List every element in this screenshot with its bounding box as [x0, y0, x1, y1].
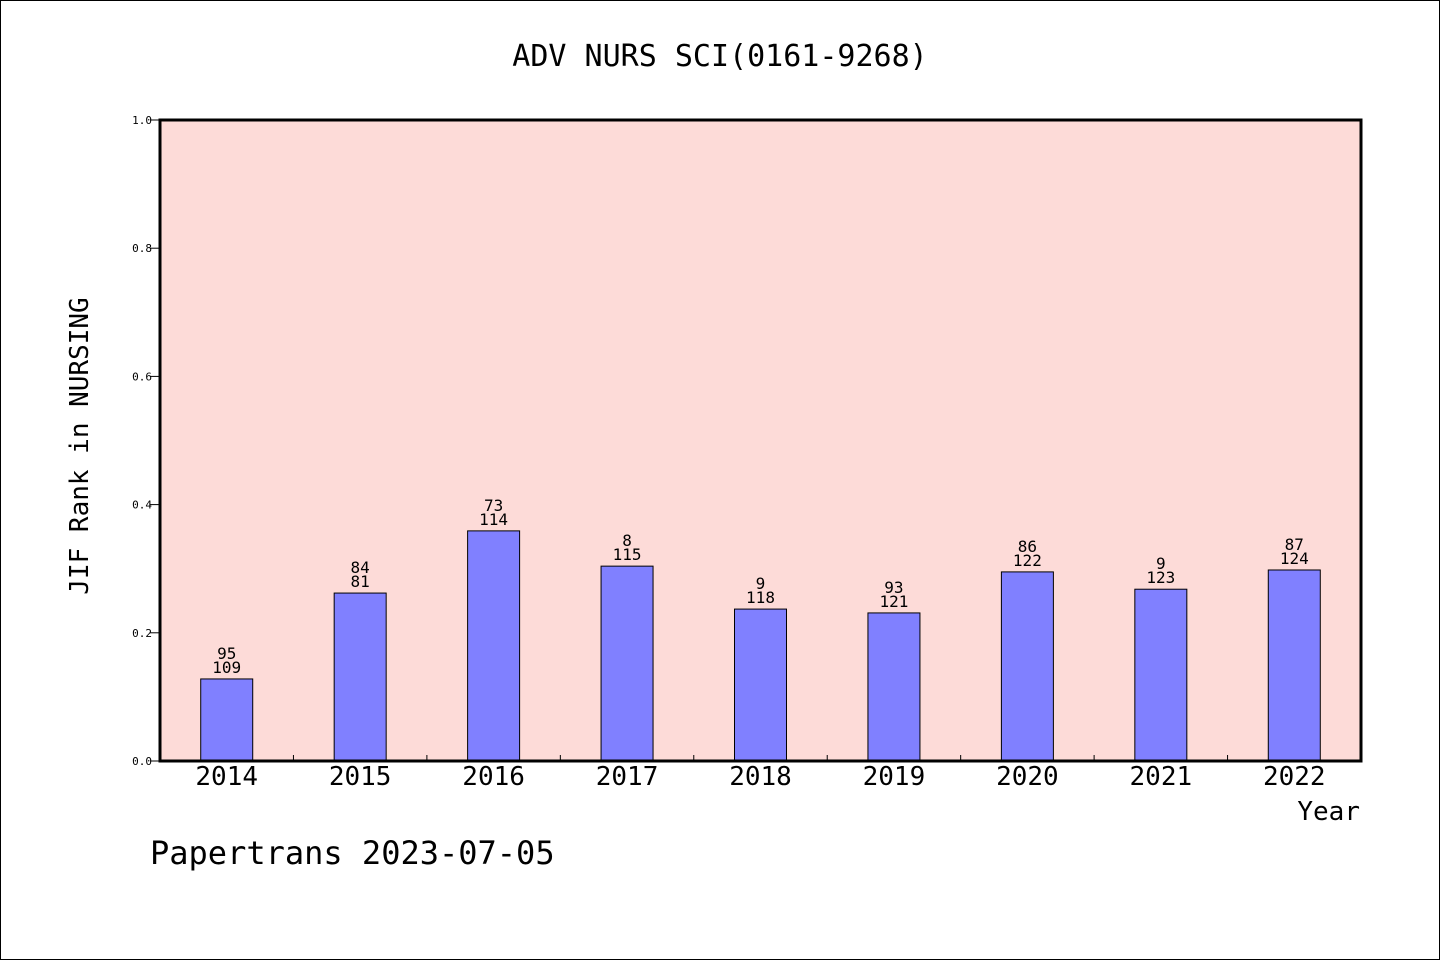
bar-2018	[734, 608, 787, 762]
y-tick-label: 0.2	[132, 627, 152, 640]
footer-text: Papertrans 2023-07-05	[150, 834, 555, 872]
bar-2021	[1134, 588, 1188, 762]
x-tick-label-2015: 2015	[329, 762, 392, 792]
x-tick-label-2020: 2020	[996, 762, 1059, 792]
bar-label-bottom-2017: 115	[613, 545, 642, 564]
bar-label-bottom-2021: 123	[1146, 568, 1175, 587]
bars-group	[200, 530, 1321, 762]
y-tick-label: 0.8	[132, 242, 152, 255]
bar-label-top-2022: 87	[1285, 535, 1304, 554]
bar-2017	[600, 565, 654, 762]
bar-label-bottom-2014: 109	[212, 658, 241, 677]
y-tick-label: 0.4	[132, 499, 152, 512]
bar-label-top-2018: 9	[756, 574, 766, 593]
x-tick-label-2021: 2021	[1130, 762, 1193, 792]
bar-label-bottom-2016: 114	[479, 510, 508, 529]
bar-label-top-2020: 86	[1018, 537, 1037, 556]
x-tick-label-2014: 2014	[195, 762, 258, 792]
x-tick-label-2016: 2016	[462, 762, 525, 792]
y-axis-ticks: 0.0 0.2 0.4 0.6 0.8 1.0	[132, 114, 160, 768]
bar-2022	[1267, 569, 1321, 762]
bar-2020	[1000, 571, 1054, 762]
bar-label-bottom-2020: 122	[1013, 551, 1042, 570]
plot-border	[158, 118, 1363, 763]
bar-label-bottom-2015: 81	[351, 572, 370, 591]
x-tick-label-2019: 2019	[863, 762, 926, 792]
bar-label-bottom-2018: 118	[746, 588, 775, 607]
bar-2019	[867, 612, 921, 762]
bar-label-top-2019: 93	[884, 578, 903, 597]
y-tick-label: 0.6	[132, 370, 152, 383]
y-axis-label: JIF Rank in NURSING	[65, 297, 95, 594]
chart-title: ADV NURS SCI(0161-9268)	[512, 39, 927, 74]
bar-label-top-2017: 8	[622, 531, 632, 550]
x-tick-label-2022: 2022	[1263, 762, 1326, 792]
bar-2015	[333, 592, 387, 762]
bar-label-top-2014: 95	[217, 644, 236, 663]
x-axis-ticks: 2014 2015 2016 2017 2018 2019 2020 2021 2022	[195, 755, 1326, 792]
x-axis-label: Year	[1297, 797, 1360, 827]
bar-label-top-2015: 84	[351, 558, 370, 577]
x-tick-label-2017: 2017	[596, 762, 659, 792]
y-tick-label: 1.0	[132, 114, 152, 127]
y-tick-label: 0.0	[132, 755, 152, 768]
x-tick-label-2018: 2018	[729, 762, 792, 792]
bar-label-top-2021: 9	[1156, 554, 1166, 573]
bar-label-bottom-2019: 121	[879, 592, 908, 611]
bar-2016	[467, 530, 521, 762]
bar-label-top-2016: 73	[484, 496, 503, 515]
bar-label-bottom-2022: 124	[1280, 549, 1309, 568]
bar-2014	[200, 678, 254, 762]
